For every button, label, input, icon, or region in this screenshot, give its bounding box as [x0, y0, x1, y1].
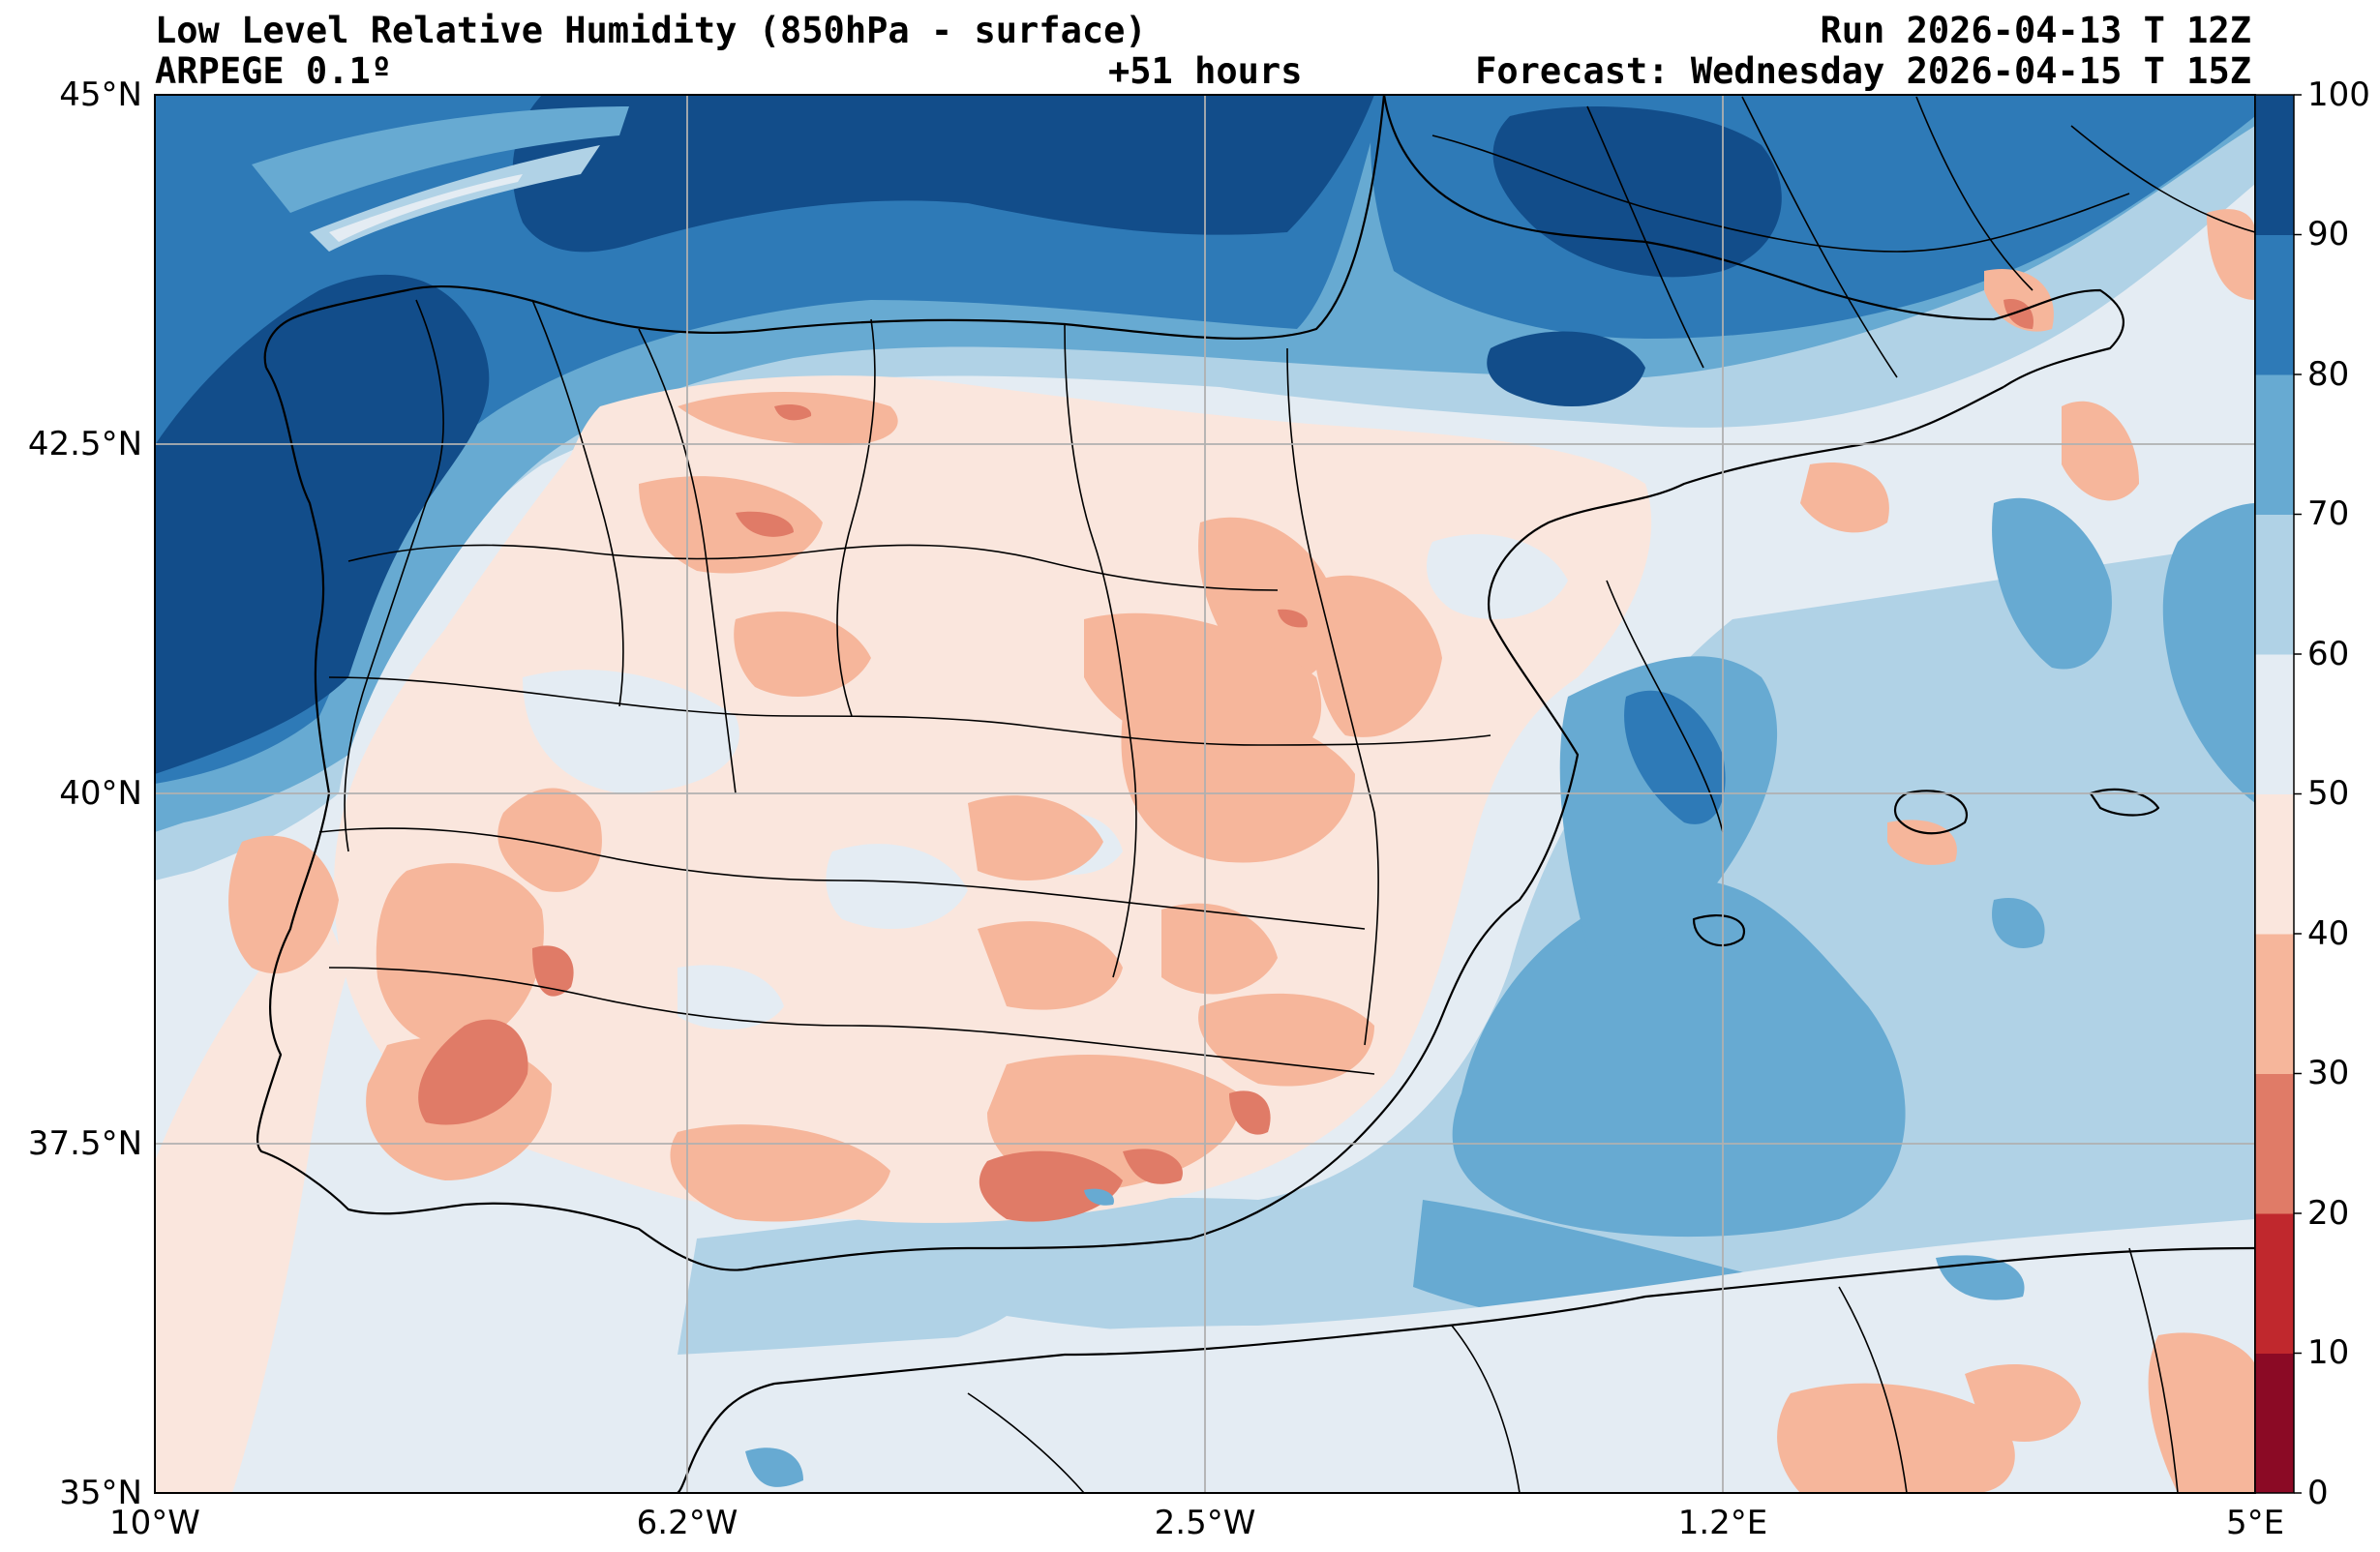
colorbar-swatch-6 [2255, 515, 2294, 655]
colorbar-tick-10: 10 [2307, 1333, 2350, 1372]
model-name: ARPEGE 0.1º [155, 50, 393, 92]
forecast-lead-time: +51 hours [1108, 50, 1303, 92]
colorbar-swatch-4 [2255, 794, 2294, 935]
colorbar-tick-40: 40 [2307, 914, 2350, 953]
valid-time: Forecast: Wednesday 2026-04-15 T 15Z [1475, 50, 2251, 92]
colorbar-swatch-1 [2255, 1213, 2294, 1354]
lon-label-2-5w: 2.5°W [1154, 1504, 1256, 1542]
colorbar [2254, 94, 2302, 1494]
colorbar-tick-100: 100 [2307, 75, 2370, 114]
lat-label-40n: 40°N [59, 774, 142, 813]
gridlines [155, 95, 2255, 1493]
colorbar-tick-50: 50 [2307, 774, 2350, 813]
colorbar-tick-0: 0 [2307, 1474, 2329, 1512]
lon-label-5e: 5°E [2225, 1504, 2285, 1542]
map-title: Low Level Relative Humidity (850hPa - su… [155, 10, 1147, 51]
colorbar-tick-60: 60 [2307, 635, 2350, 673]
lon-label-1-2e: 1.2°E [1677, 1504, 1768, 1542]
lon-label-6-2w: 6.2°W [636, 1504, 738, 1542]
lat-label-35n: 35°N [59, 1474, 142, 1512]
colorbar-tick-80: 80 [2307, 355, 2350, 394]
colorbar-tick-30: 30 [2307, 1054, 2350, 1092]
lat-label-42-5n: 42.5°N [27, 425, 142, 463]
colorbar-tick-70: 70 [2307, 494, 2350, 533]
colorbar-swatch-0 [2255, 1354, 2294, 1494]
colorbar-swatch-5 [2255, 654, 2294, 794]
province-borders [318, 96, 2256, 1494]
colorbar-swatch-8 [2255, 235, 2294, 375]
coastlines [256, 94, 2256, 1494]
colorbar-swatch-3 [2255, 934, 2294, 1074]
lon-label-10w: 10°W [109, 1504, 200, 1542]
colorbar-tick-20: 20 [2307, 1194, 2350, 1233]
colorbar-swatch-7 [2255, 374, 2294, 515]
run-time: Run 2026-04-13 T 12Z [1820, 10, 2251, 51]
lat-label-45n: 45°N [59, 75, 142, 114]
colorbar-swatch-9 [2255, 95, 2294, 235]
colorbar-tick-90: 90 [2307, 215, 2350, 254]
colorbar-swatch-2 [2255, 1074, 2294, 1214]
lat-label-37-5n: 37.5°N [27, 1124, 142, 1163]
